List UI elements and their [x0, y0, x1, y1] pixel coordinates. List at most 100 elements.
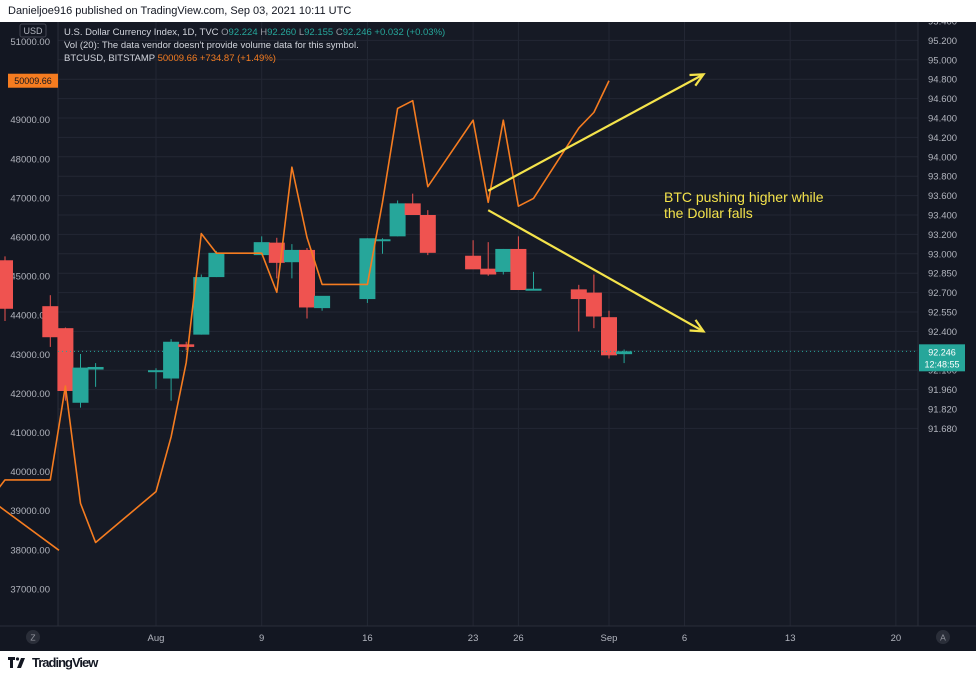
dxy-candle-body: [208, 252, 225, 278]
dxy-candle-body: [0, 260, 13, 309]
legend-btc-change: +734.87 (+1.49%): [199, 53, 276, 64]
dxy-candle-body: [585, 292, 602, 317]
x-axis-tick-label: 26: [513, 633, 524, 644]
left-axis-tick-label: 48000.00: [10, 154, 50, 165]
annotation-text-line1: BTC pushing higher while: [664, 189, 824, 205]
legend-btc-value: 50009.66: [157, 53, 198, 64]
dxy-candle-body: [570, 289, 587, 300]
dxy-candle-body: [163, 341, 180, 379]
annotation-arrow-up: [487, 73, 705, 192]
dxy-candle-body: [601, 317, 617, 356]
annotation-arrow-up-head: [689, 73, 706, 87]
x-axis-tick-label: 9: [259, 633, 264, 644]
annotation-text-line2: the Dollar falls: [664, 205, 753, 221]
legend-o-label: O: [221, 27, 229, 38]
left-axis-tick-label: 51000.00: [10, 37, 50, 48]
dxy-candle-body: [616, 351, 633, 355]
auto-scale-right-icon: [936, 630, 950, 644]
right-axis-tick-label: 95.000: [928, 55, 957, 66]
legend-btc-name: BTCUSD, BITSTAMP: [64, 53, 155, 64]
right-axis-tick-label: 93.200: [928, 230, 957, 241]
left-axis-tick-label: 42000.00: [10, 389, 50, 400]
x-axis-tick-label: 13: [785, 633, 796, 644]
dxy-candle-body: [57, 328, 74, 391]
dxy-candle-body: [42, 306, 59, 338]
right-axis-tick-label: 95.400: [928, 22, 957, 28]
legend-btc: BTCUSD, BITSTAMP 50009.66 +734.87 (+1.49…: [64, 52, 445, 65]
right-axis-tick-label: 92.400: [928, 327, 957, 338]
left-axis-tick-label: 38000.00: [10, 545, 50, 556]
dxy-candle-body: [359, 238, 376, 300]
dxy-candle-body: [314, 295, 331, 309]
right-axis-tick-label: 94.400: [928, 114, 957, 125]
btc-last-price-label: 50009.66: [14, 76, 52, 86]
chart-area[interactable]: USD 51000.00 49000.00 48000.00 47000.00 46000…: [0, 17, 976, 651]
dxy-candle-body: [299, 249, 315, 308]
dxy-candle-body: [465, 255, 482, 270]
dxy-candle-body: [419, 215, 436, 253]
right-axis-tick-label: 93.600: [928, 191, 957, 202]
dxy-candle-body: [72, 367, 89, 403]
btc-last-price-badge: [8, 73, 58, 88]
right-axis-tick-label: 91.960: [928, 385, 957, 396]
left-axis-tick-label: 41000.00: [10, 428, 50, 439]
dxy-candle-body: [178, 344, 195, 347]
left-axis-tick-label: 45000.00: [10, 272, 50, 283]
corner-label-left: Z: [30, 633, 35, 643]
axis-unit-label: USD: [23, 26, 43, 36]
left-axis-tick-label: 44000.00: [10, 311, 50, 322]
tradingview-logo-icon: [8, 656, 25, 668]
left-axis-tick-label: 39000.00: [10, 506, 50, 517]
legend-l-label: L: [298, 27, 305, 38]
dxy-candle-body: [148, 370, 164, 373]
left-axis-tick-label: 46000.00: [10, 233, 50, 244]
dxy-last-price-label: 92.246: [928, 347, 956, 357]
dxy-candle-body: [283, 249, 300, 263]
publisher-bar: Danieljoe916 published on TradingView.co…: [0, 0, 976, 22]
dxy-candle-body: [510, 248, 527, 291]
x-axis-tick-label: Sep: [601, 633, 618, 644]
right-axis-tick-label: 94.200: [928, 133, 957, 144]
right-axis-tick-label: 93.400: [928, 211, 957, 222]
dxy-candle-body: [374, 239, 391, 242]
legend-c-label: C: [335, 27, 343, 38]
dxy-candle-body: [495, 248, 512, 272]
publisher-text: Danieljoe916 published on TradingView.co…: [8, 5, 352, 17]
x-axis-tick-label: 20: [891, 633, 902, 644]
legend: U.S. Dollar Currency Index, 1D, TVC O92.…: [64, 26, 445, 65]
dxy-candle-body: [389, 203, 406, 237]
legend-o-value: 92.224: [228, 27, 258, 38]
right-axis-tick-label: 95.200: [928, 36, 957, 47]
left-axis-tick-label: 37000.00: [10, 584, 50, 595]
dxy-candle-body: [525, 288, 542, 291]
footer-brand: TradingView: [32, 655, 98, 670]
right-axis-tick-label: 91.680: [928, 424, 957, 435]
annotation-arrow-down: [487, 209, 705, 333]
left-axis-tick-label: 47000.00: [10, 193, 50, 204]
legend-dxy-title: U.S. Dollar Currency Index, 1D, TVC: [64, 27, 219, 38]
annotation-arrow-down-head: [689, 319, 706, 333]
legend-volume: Vol (20): The data vendor doesn't provid…: [64, 40, 359, 51]
dxy-candle-body: [193, 277, 210, 335]
dxy-candle-body: [480, 268, 497, 275]
tradingview-footer: TradingView: [0, 651, 976, 674]
auto-scale-left-icon: [26, 630, 40, 644]
right-axis-tick-label: 92.700: [928, 288, 957, 299]
dxy-candle-body: [87, 366, 104, 370]
right-axis-tick-label: 92.550: [928, 308, 957, 319]
x-axis-tick-label: 6: [682, 633, 687, 644]
dxy-countdown-label: 12:48:55: [924, 359, 959, 369]
right-axis-tick-label: 94.000: [928, 152, 957, 163]
right-axis-tick-label: 93.800: [928, 172, 957, 183]
btc-price-line: [0, 80, 610, 551]
right-axis-tick-label: 92.850: [928, 269, 957, 280]
legend-h-label: H: [260, 27, 268, 38]
legend-l-value: 92.155: [304, 27, 334, 38]
legend-change: +0.032 (+0.03%): [374, 27, 446, 38]
axis-unit-badge: [19, 23, 47, 38]
right-axis-tick-label: 94.600: [928, 94, 957, 105]
right-axis-tick-label: 91.820: [928, 405, 957, 416]
plot-background: [58, 22, 918, 626]
dxy-candle-body: [404, 203, 421, 215]
